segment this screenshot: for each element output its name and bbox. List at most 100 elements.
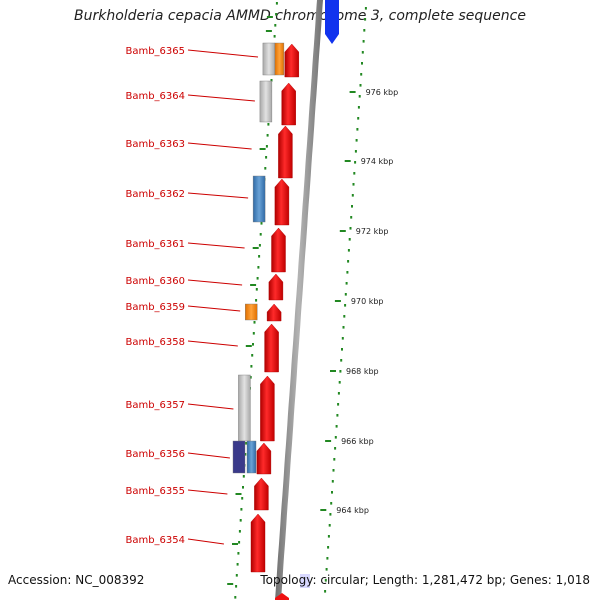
gc-dot [331, 480, 334, 483]
gene-end-marker [259, 148, 266, 150]
gc-dot [266, 134, 269, 137]
gene-label[interactable]: Bamb_6360 [125, 276, 185, 287]
gene-end-marker [245, 345, 252, 347]
gc-dot [275, 2, 278, 5]
gene-arrow[interactable] [271, 227, 286, 273]
gc-dot [348, 238, 351, 241]
gc-dot [357, 117, 360, 120]
gc-dot [238, 541, 241, 544]
gc-dot [255, 299, 258, 302]
gene-label[interactable]: Bamb_6363 [125, 139, 185, 150]
gene-arrow[interactable] [254, 477, 269, 511]
gene-label-leader [187, 94, 255, 102]
gene-end-marker [232, 543, 238, 545]
kbp-tick-mark [320, 509, 327, 511]
gene-label[interactable]: Bamb_6358 [125, 337, 185, 348]
gc-dot [242, 475, 245, 478]
gc-dot [336, 414, 339, 417]
gc-dot [339, 370, 342, 373]
gene-label[interactable]: Bamb_6365 [125, 46, 185, 57]
gc-dot [361, 51, 364, 54]
gc-dot [351, 194, 354, 197]
gc-dot [355, 139, 358, 142]
gc-dot [337, 403, 340, 406]
gene-label-leader [187, 242, 245, 249]
gc-dot [256, 277, 259, 280]
gc-dot [350, 216, 353, 219]
gene-arrow[interactable] [281, 82, 296, 126]
blast-hit-orange [274, 42, 285, 76]
gene-label[interactable]: Bamb_6355 [125, 486, 185, 497]
gc-dot [354, 161, 357, 164]
gene-label-leader [187, 279, 243, 286]
gc-dot [325, 568, 328, 571]
gene-label[interactable]: Bamb_6357 [125, 400, 185, 411]
gc-dot [253, 321, 256, 324]
gene-arrow[interactable] [256, 442, 272, 475]
gene-label[interactable]: Bamb_6364 [125, 91, 185, 102]
gc-dot [324, 579, 327, 582]
gc-dot [255, 288, 258, 291]
blast-hit-gray [259, 80, 273, 123]
kbp-tick-mark [334, 300, 341, 302]
gc-dot [357, 106, 360, 109]
gc-dot [265, 145, 268, 148]
gc-dot [265, 156, 268, 159]
kbp-tick-label: 970 kbp [351, 297, 384, 306]
sequence-backbone [275, 0, 323, 600]
gene-label[interactable]: Bamb_6359 [125, 302, 185, 313]
gc-dot [338, 381, 341, 384]
gc-dot [332, 469, 335, 472]
gc-dot [252, 332, 255, 335]
kbp-tick-mark [339, 230, 346, 232]
gene-arrow[interactable] [268, 273, 284, 301]
gene-label[interactable]: Bamb_6354 [125, 535, 185, 546]
gc-dot [270, 79, 273, 82]
gc-dot [353, 172, 356, 175]
gc-dot [267, 123, 270, 126]
kbp-tick-label: 976 kbp [366, 88, 399, 97]
blast-hit-lavender [300, 574, 310, 588]
gene-label-leader [187, 403, 234, 410]
gc-dot [335, 425, 338, 428]
gc-dot [358, 95, 361, 98]
gc-dot [341, 348, 343, 351]
gene-label[interactable]: Bamb_6356 [125, 449, 185, 460]
gene-arrow[interactable] [264, 323, 279, 373]
gene-label-leader [187, 489, 228, 495]
gene-end-marker [252, 247, 259, 249]
blast-hit-blue [246, 440, 257, 474]
gc-dot [329, 513, 332, 516]
gene-arrow[interactable] [250, 513, 266, 573]
gc-dot [360, 73, 363, 76]
gene-arrow[interactable] [278, 125, 293, 179]
gc-dot [354, 150, 357, 153]
gene-arrow[interactable] [274, 178, 290, 226]
gene-arrow[interactable] [284, 43, 299, 78]
gc-dot [334, 447, 337, 450]
gene-label[interactable]: Bamb_6362 [125, 189, 185, 200]
gene-label[interactable]: Bamb_6361 [125, 239, 185, 250]
gene-label-leader [187, 305, 241, 312]
gc-dot [362, 40, 365, 43]
accession-text: Accession: NC_008392 [8, 573, 145, 587]
gc-dot [275, 13, 278, 16]
gc-dot [363, 29, 366, 32]
kbp-tick-mark [325, 440, 332, 442]
gc-dot [361, 62, 363, 65]
gc-dot [330, 502, 333, 505]
gc-dot [257, 266, 260, 269]
sequence-summary: Topology: circular; Length: 1,281,472 bp… [260, 573, 590, 587]
gc-dot [346, 271, 349, 274]
gene-label-leader [187, 538, 224, 545]
kbp-tick-label: 974 kbp [361, 157, 394, 166]
gc-dot [351, 205, 353, 208]
gene-arrow[interactable] [260, 375, 275, 442]
gene-arrow[interactable] [266, 303, 282, 322]
gc-dot [238, 530, 241, 533]
gene-end-marker [266, 16, 273, 18]
gene-label-leader [187, 340, 238, 347]
gc-dot [344, 304, 347, 307]
gc-dot [344, 293, 347, 296]
